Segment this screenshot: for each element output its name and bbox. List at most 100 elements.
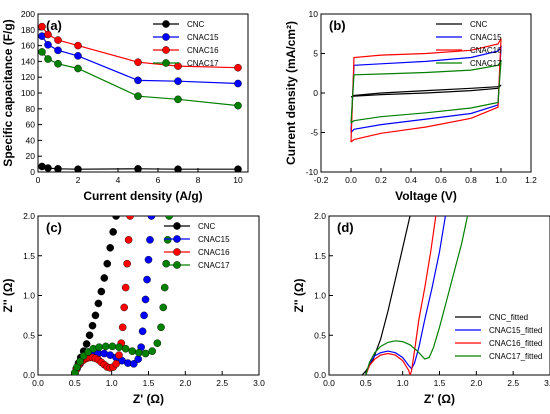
data-point-CNC	[100, 274, 109, 282]
data-point-CNC	[234, 165, 242, 172]
legend-label: CNAC17	[198, 261, 230, 270]
data-point-CNAC17	[95, 343, 103, 351]
x-tick-label: 1.0	[495, 175, 507, 185]
plot-area	[71, 216, 173, 375]
y-tick-label: 0.0	[23, 370, 35, 380]
data-point-CNAC17	[165, 216, 173, 220]
panel-label: (d)	[337, 220, 354, 235]
data-point-CNAC17	[174, 95, 182, 104]
data-point-CNAC17	[141, 349, 150, 358]
data-point-CNC	[54, 165, 62, 172]
data-point-CNAC17	[162, 259, 170, 268]
plot-area	[38, 22, 242, 172]
data-point-CNAC16	[134, 58, 142, 66]
data-point-CNC	[88, 321, 97, 330]
panel-label: (c)	[46, 220, 62, 235]
legend-marker	[162, 59, 170, 67]
data-point-CNC	[103, 259, 112, 268]
data-point-CNAC15	[141, 295, 150, 304]
data-point-CNAC17	[153, 339, 162, 348]
y-tick-label: 5	[313, 49, 318, 59]
legend-label: CNAC15	[198, 235, 230, 244]
x-tick-label: 1.0	[397, 378, 409, 388]
series-line-CNC	[350, 84, 502, 98]
data-point-CNAC17	[135, 348, 143, 357]
legend: CNC CNAC15 CNAC16 CNAC17	[153, 20, 219, 68]
data-point-CNAC15	[140, 311, 148, 320]
y-axis-label: Z'' (Ω)	[1, 279, 15, 313]
data-point-CNAC17	[134, 92, 142, 100]
data-point-CNAC17	[74, 64, 82, 73]
x-tick-label: 0.5	[69, 378, 81, 388]
panel-b: -0.2 0.0 0.2 0.4 0.6 0.8 1.0 1.2 -10 -5 0 5 10 Voltag…	[284, 9, 537, 203]
data-point-CNAC16	[112, 360, 120, 368]
panel-label: (b)	[329, 18, 346, 33]
legend-label: CNAC15	[187, 33, 219, 42]
x-tick-label: 0.0	[345, 175, 357, 185]
legend-label: CNAC16	[470, 46, 502, 55]
x-tick-label: 10	[233, 175, 243, 185]
y-axis-label: Z'' (Ω)	[292, 279, 306, 313]
data-point-CNAC15	[138, 327, 147, 336]
legend-marker	[162, 46, 170, 54]
data-point-CNAC15	[147, 216, 156, 220]
legend-label: CNC_fitted	[489, 313, 528, 322]
data-point-CNAC16	[115, 351, 123, 359]
data-point-CNAC17	[108, 342, 117, 351]
series-line-CNAC16	[350, 38, 502, 143]
data-point-CNAC17	[121, 344, 130, 353]
data-point-CNC	[106, 243, 114, 252]
data-point-CNAC17	[44, 55, 52, 63]
panel-a: 0 2 4 6 8 10020406080100120140160180200Curren…	[1, 9, 249, 203]
y-tick-label: 140	[21, 56, 35, 66]
x-tick-label: 3.0	[544, 378, 550, 388]
y-tick-label: 1.0	[314, 291, 326, 301]
y-tick-label: 10	[309, 9, 319, 19]
x-axis-label: Z' (Ω)	[133, 392, 164, 406]
data-point-CNAC17	[157, 323, 165, 332]
y-tick-label: 2.0	[23, 211, 35, 221]
data-point-CNC	[44, 164, 52, 172]
x-tick-label: 0.0	[32, 378, 44, 388]
x-tick-label: -0.2	[314, 175, 329, 185]
legend-label: CNAC16_fitted	[489, 339, 542, 348]
legend-label: CNAC17	[470, 59, 502, 68]
y-tick-label: 0.5	[314, 330, 326, 340]
legend-label: CNAC16	[187, 46, 219, 55]
y-tick-label: 160	[21, 41, 35, 51]
y-tick-label: 2.0	[314, 211, 326, 221]
legend-marker	[173, 222, 181, 230]
y-tick-label: 120	[21, 72, 35, 82]
data-point-CNAC15	[174, 77, 182, 85]
data-point-CNAC16	[121, 283, 130, 292]
data-point-CNAC17	[163, 236, 172, 244]
data-point-CNAC16	[124, 236, 133, 244]
legend: CNC CNAC15 CNAC16 CNAC17	[436, 20, 502, 68]
x-tick-label: 1.5	[143, 378, 155, 388]
x-tick-label: 2.0	[470, 378, 482, 388]
legend-marker	[162, 20, 170, 28]
x-tick-label: 1.0	[106, 378, 118, 388]
data-point-CNAC15	[143, 275, 151, 284]
y-tick-label: 0	[30, 167, 35, 177]
data-point-CNAC17	[159, 303, 168, 312]
x-tick-label: 0.2	[375, 175, 387, 185]
data-point-CNAC15	[146, 236, 154, 244]
x-tick-label: 1.5	[434, 378, 446, 388]
legend-label: CNAC15	[470, 33, 502, 42]
x-tick-label: 0.8	[465, 175, 477, 185]
legend: CNC CNAC15 CNAC16 CNAC17	[164, 222, 230, 270]
legend-marker	[162, 33, 170, 41]
plot-area	[350, 38, 502, 143]
data-point-CNAC16	[234, 63, 242, 72]
panel-d: 0.0 0.5 1.0 1.5 2.0 2.5 3.0 0.0 0.5 1.0 1.5 2.0 Z' (…	[292, 211, 550, 406]
data-point-CNC	[82, 340, 91, 348]
data-point-CNAC17	[234, 101, 242, 110]
y-tick-label: 0.5	[23, 330, 35, 340]
data-point-CNC	[109, 228, 117, 236]
panel-c: 0.0 0.5 1.0 1.5 2.0 2.5 3.0 0.0 0.5 1.0 1.5 2.0 Z' (…	[1, 211, 265, 406]
panel-label: (a)	[46, 18, 62, 33]
data-point-CNAC16	[118, 323, 127, 332]
data-point-CNC	[174, 165, 182, 172]
